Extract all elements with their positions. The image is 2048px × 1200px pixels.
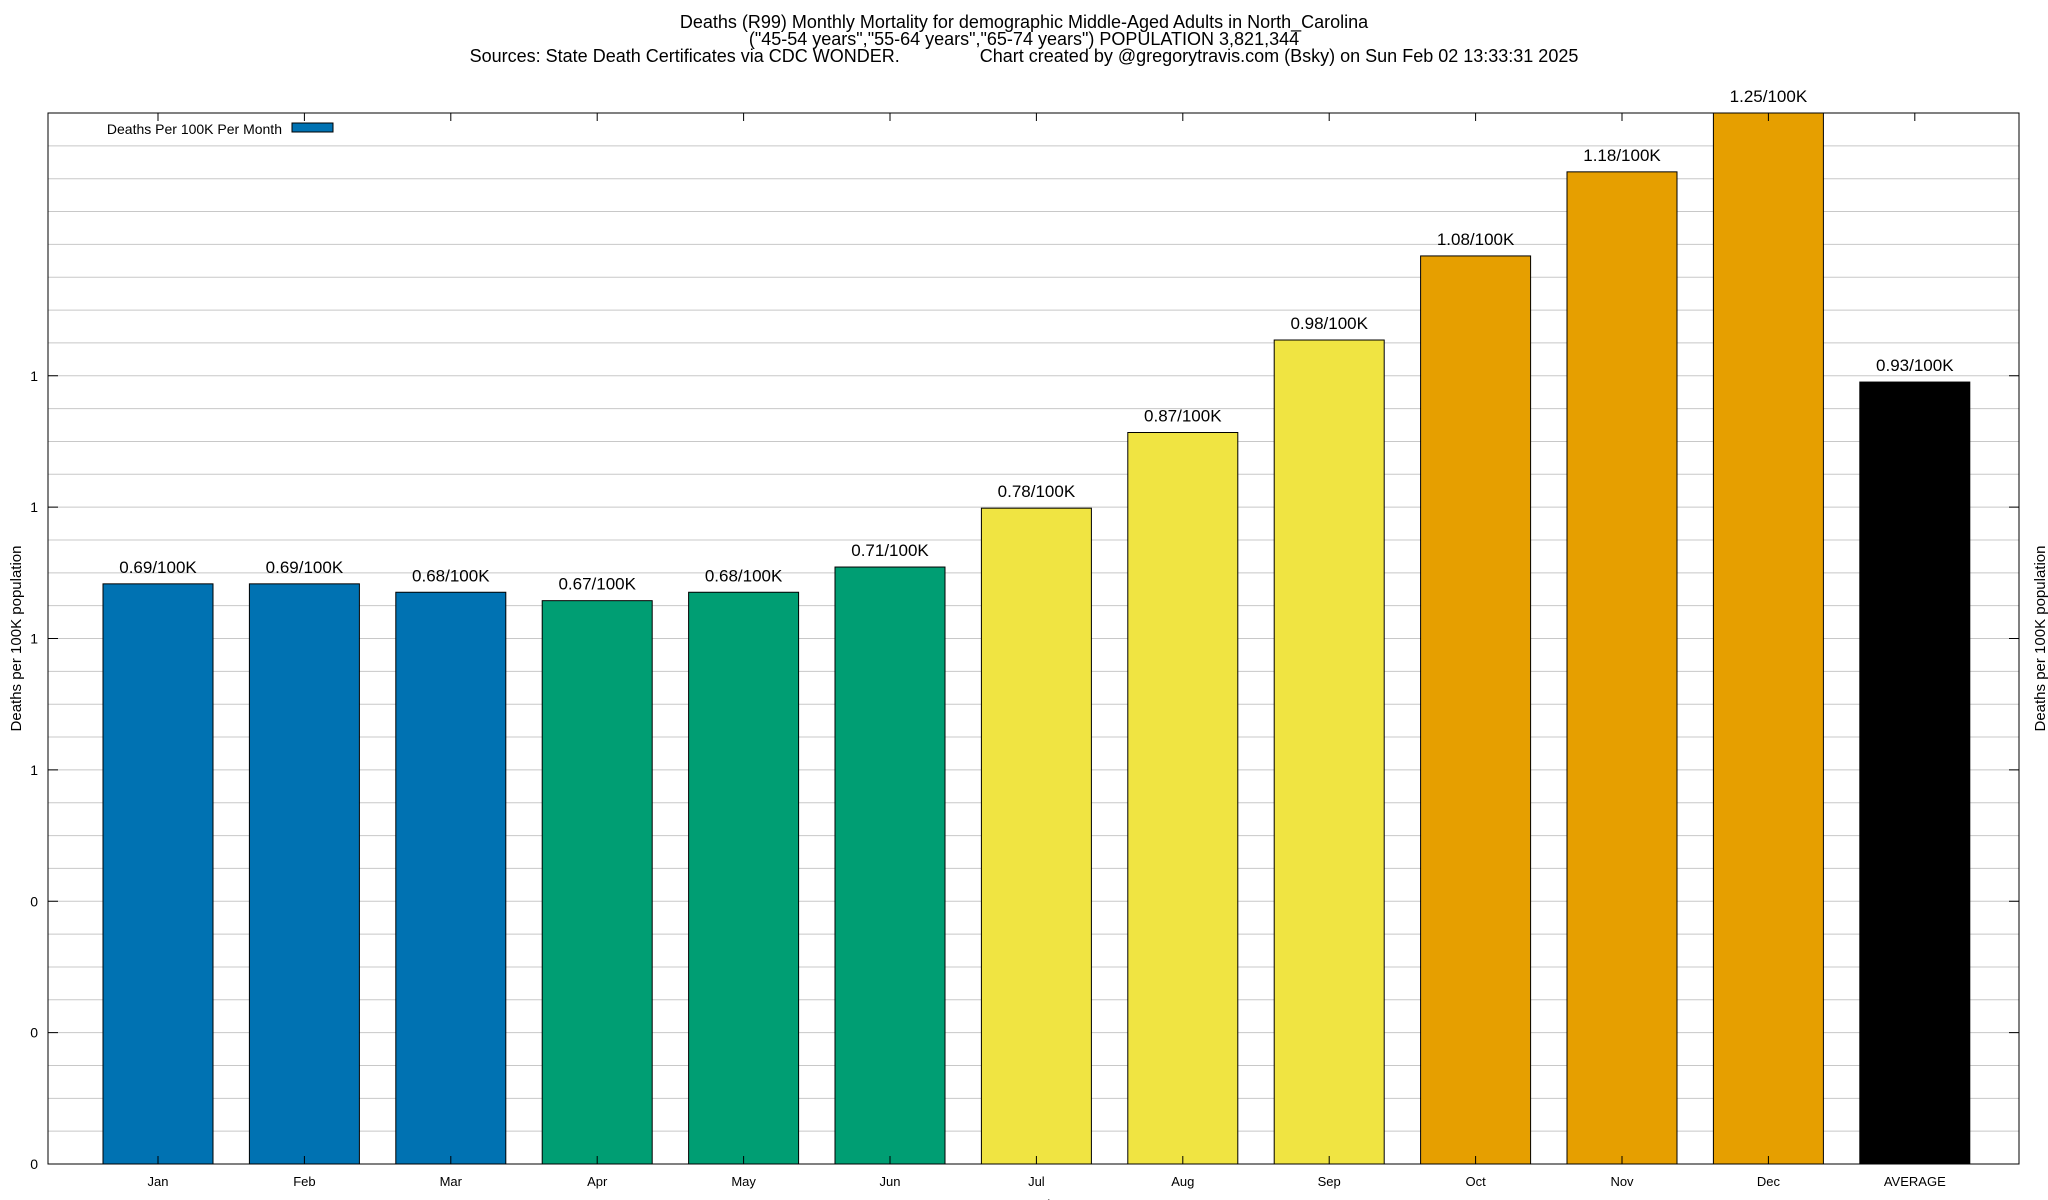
data-label: 0.78/100K <box>998 482 1076 501</box>
data-label: 0.87/100K <box>1144 407 1222 426</box>
x-tick-label: Jun <box>880 1174 901 1189</box>
x-tick-label: Jan <box>148 1174 169 1189</box>
chart-subtitle: ("45-54 years","55-64 years","65-74 year… <box>748 29 1300 49</box>
data-label: 0.69/100K <box>266 558 344 577</box>
bar-feb <box>248 583 360 1165</box>
x-tick-label: Apr <box>587 1174 608 1189</box>
bar-aug <box>1127 432 1239 1165</box>
y-axis-label-right: Deaths per 100K population <box>2032 546 2048 732</box>
bar-nov <box>1566 171 1678 1165</box>
x-tick-label: Sep <box>1318 1174 1341 1189</box>
x-tick-label: Oct <box>1465 1174 1486 1189</box>
data-label: 0.98/100K <box>1290 314 1368 333</box>
bar-mar <box>395 591 507 1165</box>
bar-apr <box>541 600 653 1165</box>
y-tick-label: 1 <box>30 368 38 384</box>
chart-title-block: Deaths (R99) Monthly Mortality for demog… <box>0 12 2048 66</box>
bar-average <box>1859 381 1971 1165</box>
y-tick-label: 0 <box>30 1156 38 1172</box>
x-tick-label: Aug <box>1171 1174 1194 1189</box>
y-tick-label: 0 <box>30 893 38 909</box>
data-label: 0.67/100K <box>558 575 636 594</box>
x-tick-label: Jul <box>1028 1174 1045 1189</box>
bar-may <box>688 591 800 1165</box>
y-tick-label: 1 <box>30 631 38 647</box>
x-tick-label: Dec <box>1757 1174 1781 1189</box>
plot-border <box>47 112 2020 1165</box>
chart-title: Deaths (R99) Monthly Mortality for demog… <box>679 12 1369 32</box>
data-label: 0.93/100K <box>1876 356 1954 375</box>
y-tick-label: 1 <box>30 499 38 515</box>
y-tick-label: 1 <box>30 762 38 778</box>
x-tick-label: May <box>731 1174 756 1189</box>
legend-label: Deaths Per 100K Per Month <box>107 121 282 137</box>
x-tick-label: Nov <box>1610 1174 1634 1189</box>
data-label: 0.71/100K <box>851 541 929 560</box>
x-tick-label: Feb <box>293 1174 315 1189</box>
data-label: 0.69/100K <box>119 558 197 577</box>
data-label: 0.68/100K <box>412 566 490 585</box>
data-label: 1.18/100K <box>1583 146 1661 165</box>
data-label: 1.25/100K <box>1730 87 1808 106</box>
data-label: 0.68/100K <box>705 566 783 585</box>
x-tick-label: AVERAGE <box>1884 1174 1946 1189</box>
x-tick-label: Mar <box>440 1174 463 1189</box>
chart-source-line: Sources: State Death Certificates via CD… <box>469 46 1579 66</box>
legend-swatch <box>291 122 334 133</box>
y-axis-label: Deaths per 100K population <box>8 546 25 732</box>
bar-jul <box>980 507 1092 1165</box>
bar-jun <box>834 566 946 1165</box>
data-label: 1.08/100K <box>1437 230 1515 249</box>
bar-oct <box>1420 255 1532 1165</box>
bar-jan <box>102 583 214 1165</box>
x-axis-label: Month <box>1011 1198 1055 1200</box>
y-tick-label: 0 <box>30 1025 38 1041</box>
bar-sep <box>1273 339 1385 1165</box>
bar-dec <box>1712 112 1824 1165</box>
